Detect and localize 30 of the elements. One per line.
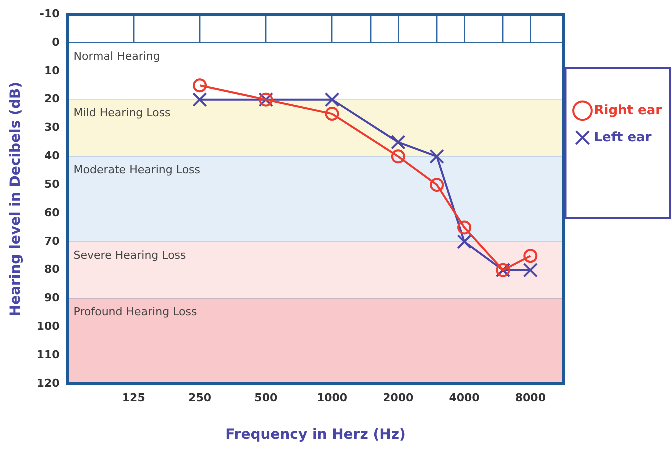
y-tick-label: 0 — [52, 36, 60, 49]
legend-label: Right ear — [594, 103, 663, 118]
y-tick-label: 50 — [44, 178, 60, 191]
y-tick-label: 80 — [44, 263, 60, 276]
x-tick-label: 250 — [188, 391, 212, 404]
x-tick-label: 125 — [122, 391, 146, 404]
y-tick-label: 100 — [36, 320, 60, 334]
y-axis-title: Hearing level in Decibels (dB) — [8, 82, 24, 317]
y-tick-label: 60 — [44, 206, 60, 220]
y-tick-label: 10 — [44, 64, 60, 78]
x-tick-label: 500 — [254, 391, 278, 404]
x-tick-label: 8000 — [515, 391, 546, 404]
y-tick-label: 20 — [44, 92, 60, 106]
y-tick-label: 120 — [36, 376, 60, 390]
x-axis-title: Frequency in Herz (Hz) — [226, 427, 406, 444]
x-tick-label: 2000 — [383, 391, 414, 404]
y-tick-label: -10 — [40, 7, 60, 20]
y-tick-label: 30 — [44, 121, 60, 134]
x-tick-label: 1000 — [316, 391, 348, 404]
y-tick-label: 40 — [44, 150, 60, 163]
band-label: Mild Hearing Loss — [74, 106, 172, 120]
band-label: Profound Hearing Loss — [74, 306, 198, 319]
x-tick-label: 4000 — [449, 391, 480, 404]
y-tick-label: 110 — [36, 348, 60, 362]
band-label: Moderate Hearing Loss — [74, 164, 201, 177]
band-label: Severe Hearing Loss — [74, 248, 187, 262]
y-tick-label: 90 — [44, 292, 60, 305]
band-label: Normal Hearing — [74, 50, 160, 63]
y-tick-label: 70 — [44, 234, 60, 248]
legend-label: Left ear — [594, 130, 652, 146]
